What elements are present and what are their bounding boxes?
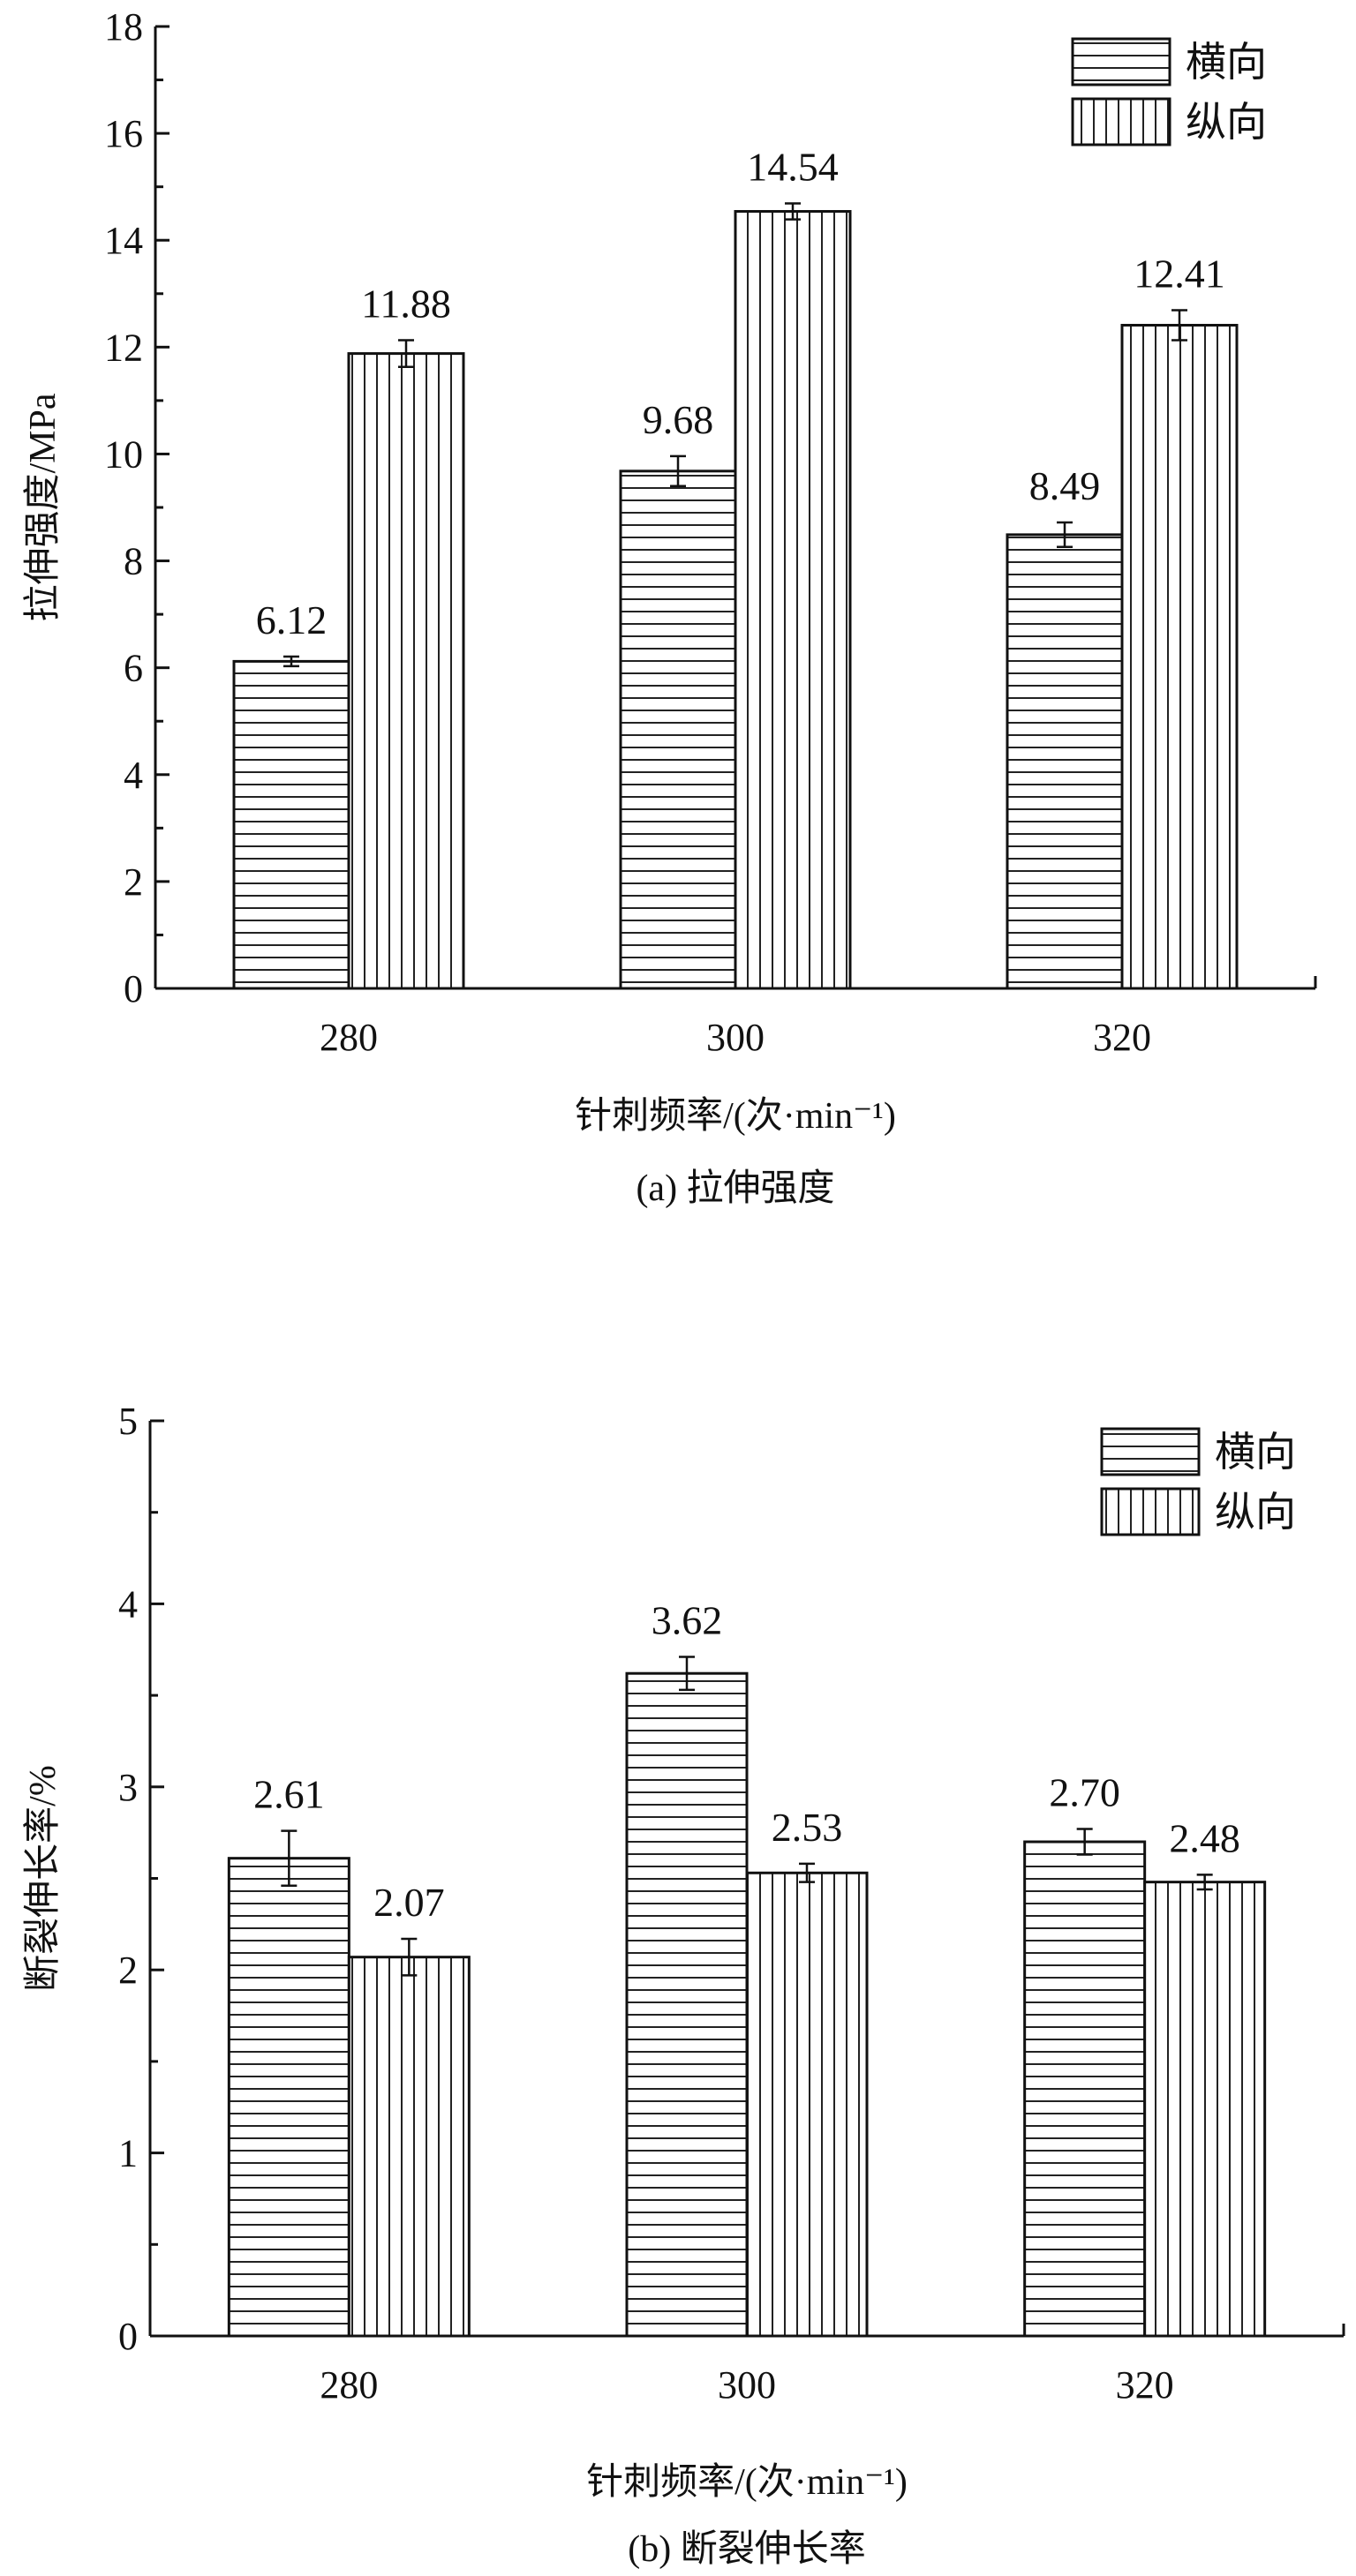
bar-vertical-320 bbox=[1120, 324, 1239, 990]
x-axis-label: 针刺频率/(次·min⁻¹) bbox=[586, 2461, 908, 2503]
legend-label: 横向 bbox=[1186, 40, 1267, 85]
x-axis-label: 针刺频率/(次·min⁻¹) bbox=[575, 1095, 896, 1137]
bar-horizontal-320 bbox=[1006, 533, 1124, 990]
data-label: 2.07 bbox=[373, 1880, 445, 1925]
chart-caption: (b) 断裂伸长率 bbox=[628, 2528, 865, 2570]
y-axis-label: 拉伸强度/MPa bbox=[22, 393, 64, 621]
bar-vertical-280 bbox=[347, 352, 465, 990]
y-tick-label: 4 bbox=[118, 1582, 138, 1626]
data-label: 12.41 bbox=[1134, 252, 1225, 297]
y-tick-label: 8 bbox=[124, 540, 143, 583]
data-label: 2.48 bbox=[1169, 1815, 1240, 1860]
elongation-svg: 0 1 2 3 4 5 断裂伸长率/% 280 2.61 2.07 300 3.62 2.53 320 2.… bbox=[22, 1400, 1345, 2570]
chart-caption: (a) 拉伸强度 bbox=[636, 1168, 834, 1209]
x-tick-label: 280 bbox=[320, 1016, 378, 1059]
y-tick-label: 6 bbox=[124, 647, 143, 690]
bar-horizontal-320 bbox=[1023, 1840, 1147, 2338]
y-tick-label: 10 bbox=[104, 432, 143, 476]
x-tick-label: 280 bbox=[320, 2363, 378, 2407]
data-label: 3.62 bbox=[652, 1598, 723, 1643]
data-label: 8.49 bbox=[1029, 463, 1101, 508]
data-label: 2.53 bbox=[772, 1805, 843, 1850]
data-label: 14.54 bbox=[747, 144, 839, 189]
legend-swatch-horizontal bbox=[1071, 37, 1171, 86]
data-label: 11.88 bbox=[361, 281, 451, 326]
data-label: 2.61 bbox=[253, 1772, 325, 1817]
bar-horizontal-300 bbox=[619, 469, 737, 990]
tensile-strength-svg: 0 2 4 6 8 10 12 14 16 18 拉伸强度/MPa 280 6.12 11.88 300 9.… bbox=[22, 5, 1317, 1209]
legend-swatch-horizontal bbox=[1100, 1427, 1201, 1476]
legend-label: 纵向 bbox=[1215, 1490, 1296, 1535]
y-tick-label: 12 bbox=[104, 326, 143, 369]
y-tick-label: 16 bbox=[104, 112, 143, 155]
y-tick-label: 4 bbox=[124, 754, 143, 797]
y-tick-label: 0 bbox=[124, 967, 143, 1010]
y-tick-label: 1 bbox=[118, 2132, 138, 2175]
bar-vertical-280 bbox=[347, 1956, 471, 2338]
y-tick-label: 18 bbox=[104, 5, 143, 49]
y-tick-label: 0 bbox=[118, 2315, 138, 2358]
elongation-chart: 0 1 2 3 4 5 断裂伸长率/% 280 2.61 2.07 300 3.62 2.53 320 2.… bbox=[0, 1280, 1356, 2576]
tensile-strength-chart: 0 2 4 6 8 10 12 14 16 18 拉伸强度/MPa 280 6.12 11.88 300 9.… bbox=[0, 0, 1356, 1280]
x-tick-label: 300 bbox=[718, 2363, 776, 2407]
y-tick-label: 2 bbox=[118, 1949, 138, 1992]
x-tick-label: 300 bbox=[706, 1016, 765, 1059]
x-tick-label: 320 bbox=[1093, 1016, 1151, 1059]
bar-horizontal-300 bbox=[625, 1671, 749, 2338]
legend-swatch-vertical bbox=[1071, 97, 1171, 146]
bar-vertical-300 bbox=[745, 1871, 869, 2338]
x-tick-label: 320 bbox=[1116, 2363, 1174, 2407]
data-label: 2.70 bbox=[1049, 1770, 1120, 1815]
y-tick-label: 2 bbox=[124, 860, 143, 904]
bar-vertical-320 bbox=[1143, 1881, 1267, 2338]
legend-label: 横向 bbox=[1215, 1430, 1296, 1475]
data-label: 9.68 bbox=[643, 397, 714, 442]
legend-swatch-vertical bbox=[1100, 1487, 1201, 1536]
y-tick-label: 3 bbox=[118, 1766, 138, 1809]
data-label: 6.12 bbox=[256, 597, 328, 642]
bar-horizontal-280 bbox=[227, 1857, 350, 2338]
bar-horizontal-280 bbox=[232, 659, 350, 990]
y-axis-label: 断裂伸长率/% bbox=[22, 1765, 64, 1992]
y-tick-label: 14 bbox=[104, 219, 143, 262]
legend-label: 纵向 bbox=[1186, 100, 1267, 145]
bar-vertical-300 bbox=[734, 210, 852, 990]
y-tick-label: 5 bbox=[118, 1400, 138, 1443]
